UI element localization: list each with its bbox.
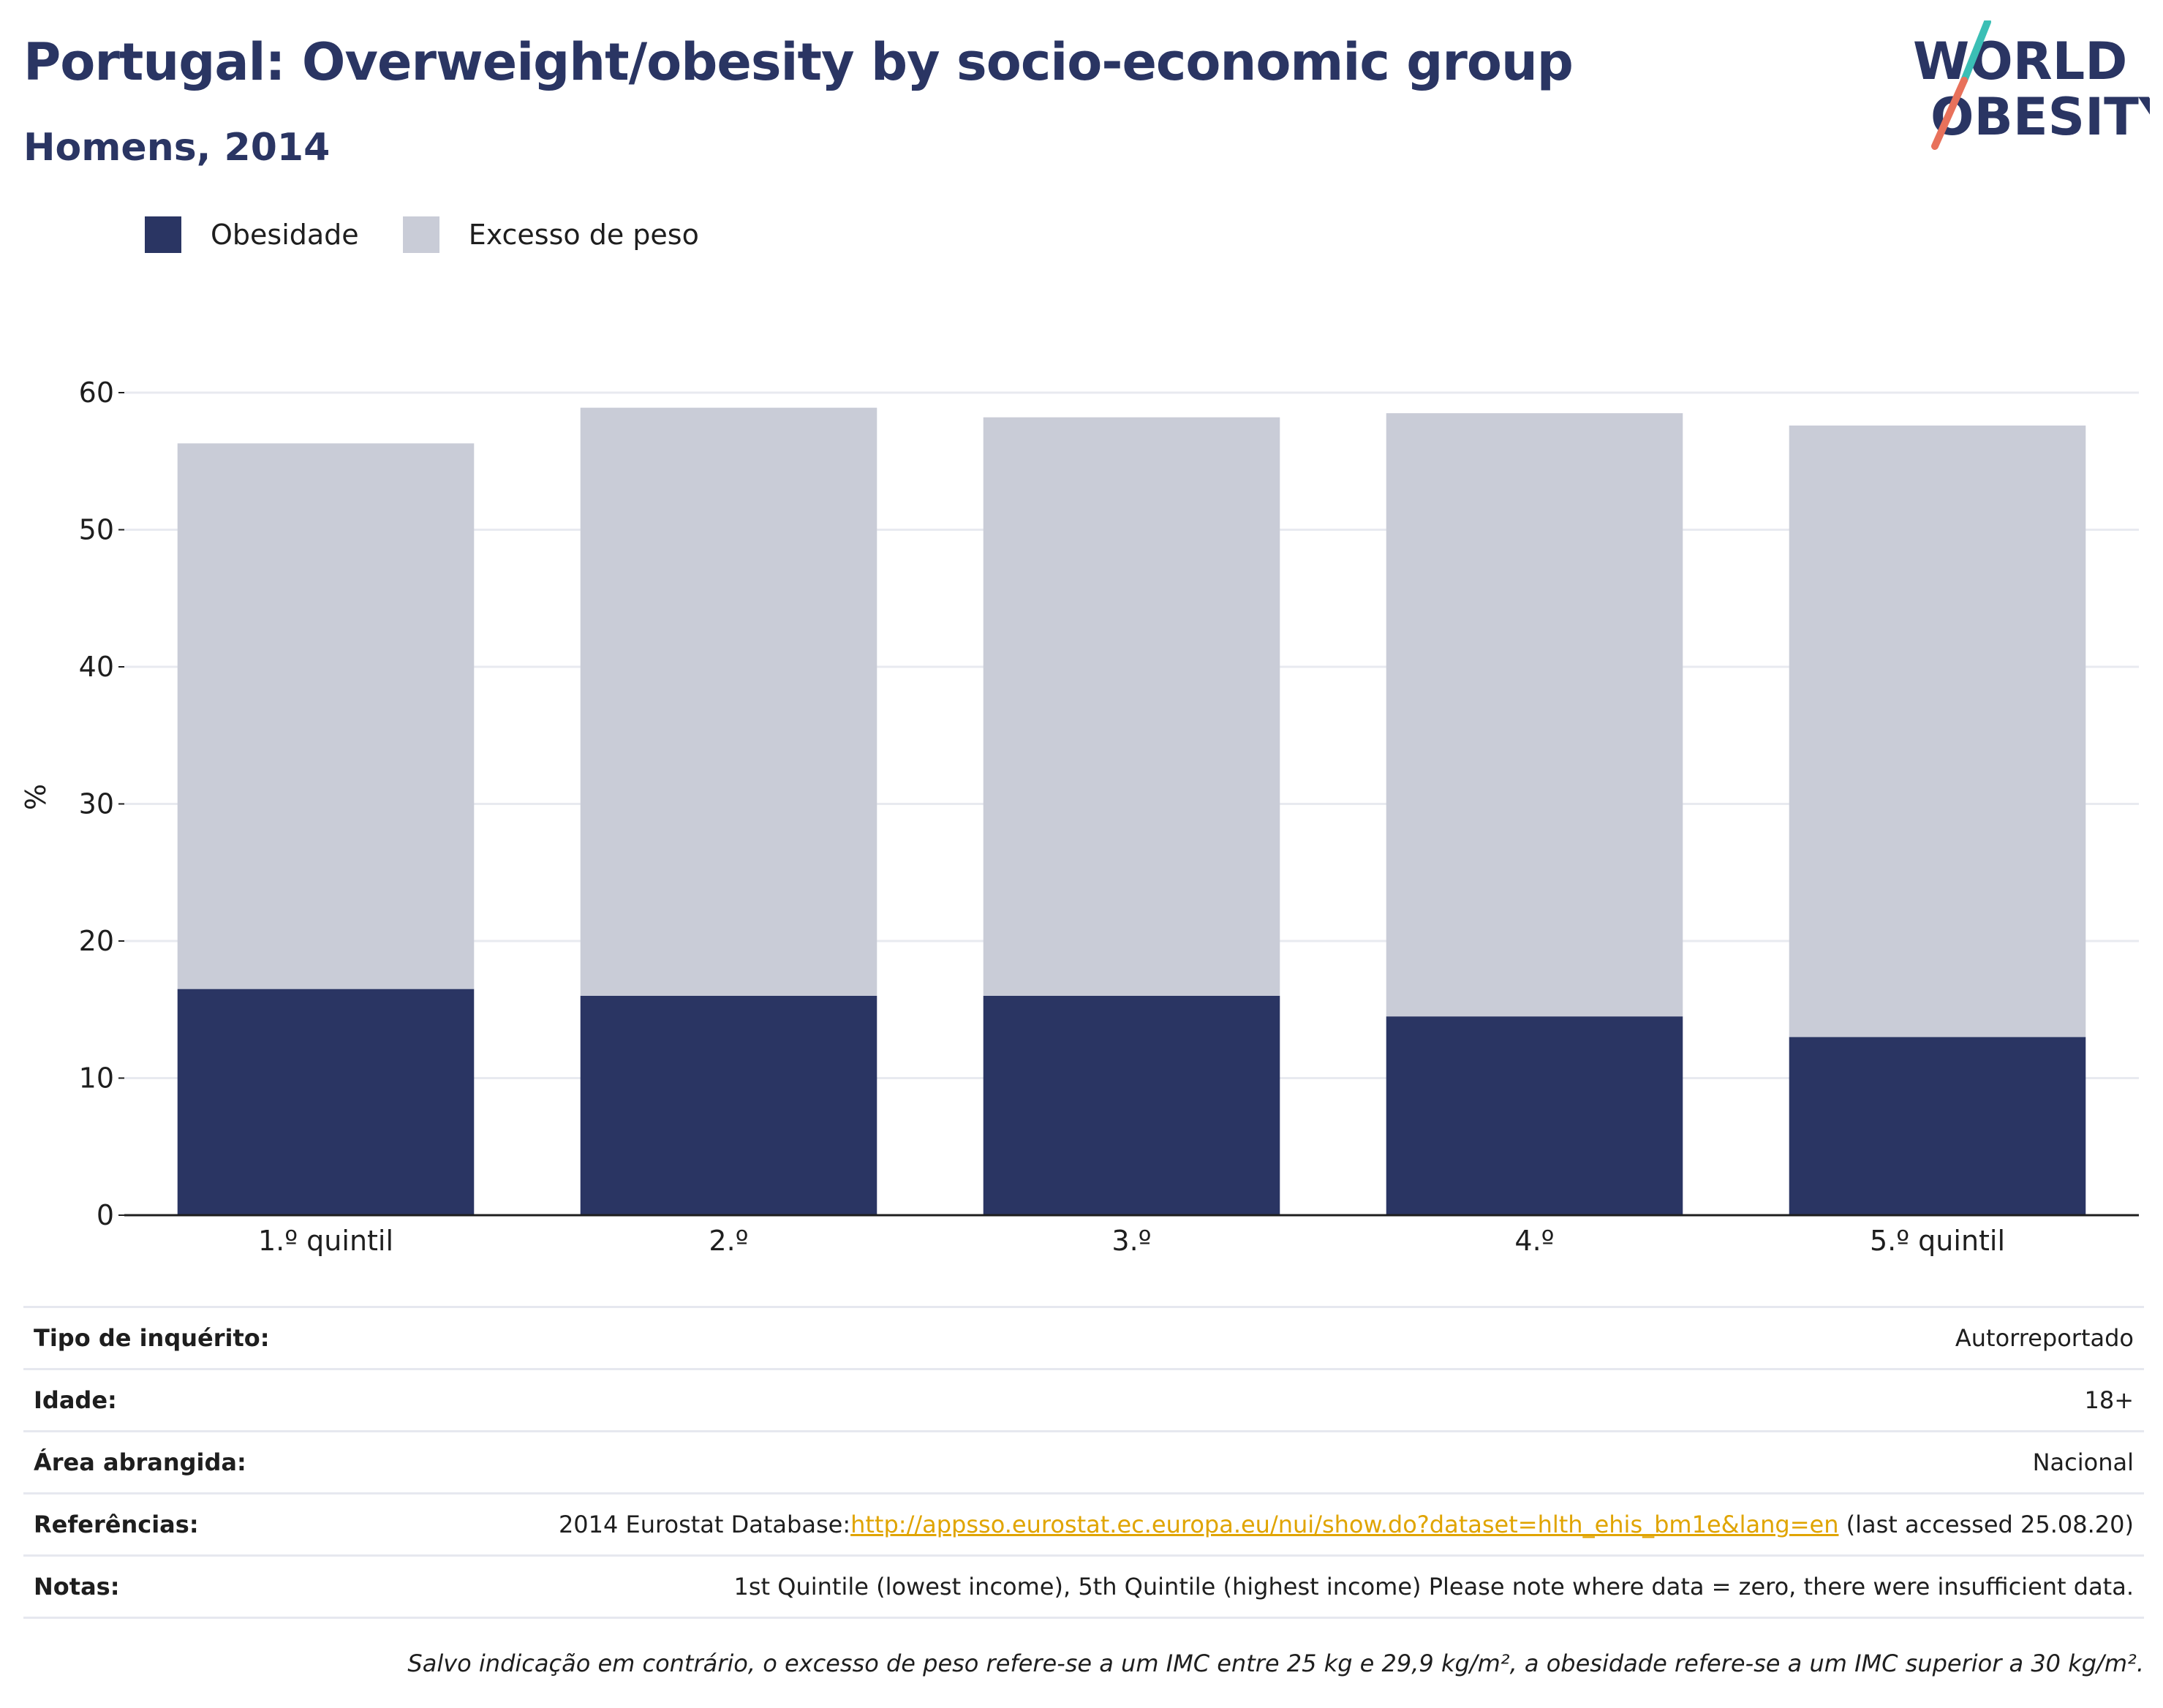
legend-item-obesity[interactable]: Obesidade [145, 216, 359, 253]
stacked-bar-chart: 0 10 20 30 40 50 60 1.º quintil 2.º 3.º 4.º 5.º qui… [20, 377, 2139, 1257]
chart-title: Portugal: Overweight/obesity by socio-ec… [23, 32, 1574, 92]
bar-layer [177, 407, 2086, 1215]
info-table: Tipo de inquérito: Autorreportado Idade:… [23, 1306, 2144, 1619]
x-tick-label: 3.º [1111, 1225, 1151, 1257]
info-row-area: Área abrangida: Nacional [23, 1431, 2144, 1494]
info-row-notes: Notas: 1st Quintile (lowest income), 5th… [23, 1555, 2144, 1619]
notes-value: 1st Quintile (lowest income), 5th Quinti… [307, 1555, 2144, 1619]
y-axis-label: % [20, 784, 52, 810]
logo-word-obesity: OBESITY [1930, 87, 2150, 147]
bar-overweight-3[interactable] [983, 417, 1280, 996]
bar-obesity-1[interactable] [177, 989, 475, 1215]
references-prefix: 2014 Eurostat Database: [558, 1511, 851, 1538]
age-label: Idade: [23, 1369, 307, 1432]
survey-type-label: Tipo de inquérito: [23, 1306, 307, 1370]
bar-obesity-3[interactable] [983, 996, 1280, 1215]
x-tick-label: 4.º [1514, 1225, 1554, 1257]
bmi-footnote: Salvo indicação em contrário, o excesso … [407, 1650, 2144, 1677]
x-tick-label: 2.º [709, 1225, 748, 1257]
axis-layer: 0 10 20 30 40 50 60 1.º quintil 2.º 3.º 4.º 5.º qui… [79, 377, 2139, 1257]
references-suffix: (last accessed 25.08.20) [1838, 1511, 2134, 1538]
info-row-references: Referências: 2014 Eurostat Database:http… [23, 1493, 2144, 1557]
bar-obesity-2[interactable] [580, 996, 877, 1215]
references-value: 2014 Eurostat Database:http://appsso.eur… [307, 1493, 2144, 1557]
logo-slash-coral [1931, 77, 1968, 150]
area-value: Nacional [307, 1431, 2144, 1494]
info-row-age: Idade: 18+ [23, 1369, 2144, 1432]
references-label: Referências: [23, 1493, 307, 1557]
y-tick-label: 30 [79, 788, 114, 820]
legend-item-overweight[interactable]: Excesso de peso [402, 216, 699, 253]
x-tick-label: 5.º quintil [1870, 1225, 2005, 1257]
area-label: Área abrangida: [23, 1431, 307, 1494]
info-row-survey: Tipo de inquérito: Autorreportado [23, 1306, 2144, 1370]
bar-overweight-4[interactable] [1386, 413, 1683, 1017]
y-tick-label: 60 [79, 377, 114, 409]
chart-subtitle: Homens, 2014 [23, 126, 331, 170]
legend-swatch-overweight [402, 216, 439, 253]
y-tick-label: 50 [79, 514, 114, 546]
bar-overweight-1[interactable] [177, 443, 475, 989]
legend-swatch-obesity [145, 216, 181, 253]
references-link[interactable]: http://appsso.eurostat.ec.europa.eu/nui/… [850, 1511, 1839, 1538]
y-tick-label: 20 [79, 925, 114, 957]
x-tick-label: 1.º quintil [258, 1225, 393, 1257]
notes-label: Notas: [23, 1555, 307, 1619]
legend-label-overweight: Excesso de peso [468, 219, 699, 251]
age-value: 18+ [307, 1369, 2144, 1432]
bar-obesity-4[interactable] [1386, 1016, 1683, 1215]
world-obesity-logo: WORLD OBESITY [1913, 20, 2150, 150]
bar-overweight-5[interactable] [1789, 426, 2086, 1038]
logo-slash-teal [1960, 20, 1991, 84]
chart-legend: Obesidade Excesso de peso [145, 216, 743, 253]
y-tick-label: 0 [97, 1199, 114, 1231]
logo-word-world: WORLD [1913, 31, 2127, 91]
legend-label-obesity: Obesidade [211, 219, 359, 251]
y-tick-label: 10 [79, 1062, 114, 1095]
y-tick-label: 40 [79, 651, 114, 683]
bar-obesity-5[interactable] [1789, 1037, 2086, 1215]
survey-type-value: Autorreportado [307, 1306, 2144, 1370]
bar-overweight-2[interactable] [580, 407, 877, 996]
